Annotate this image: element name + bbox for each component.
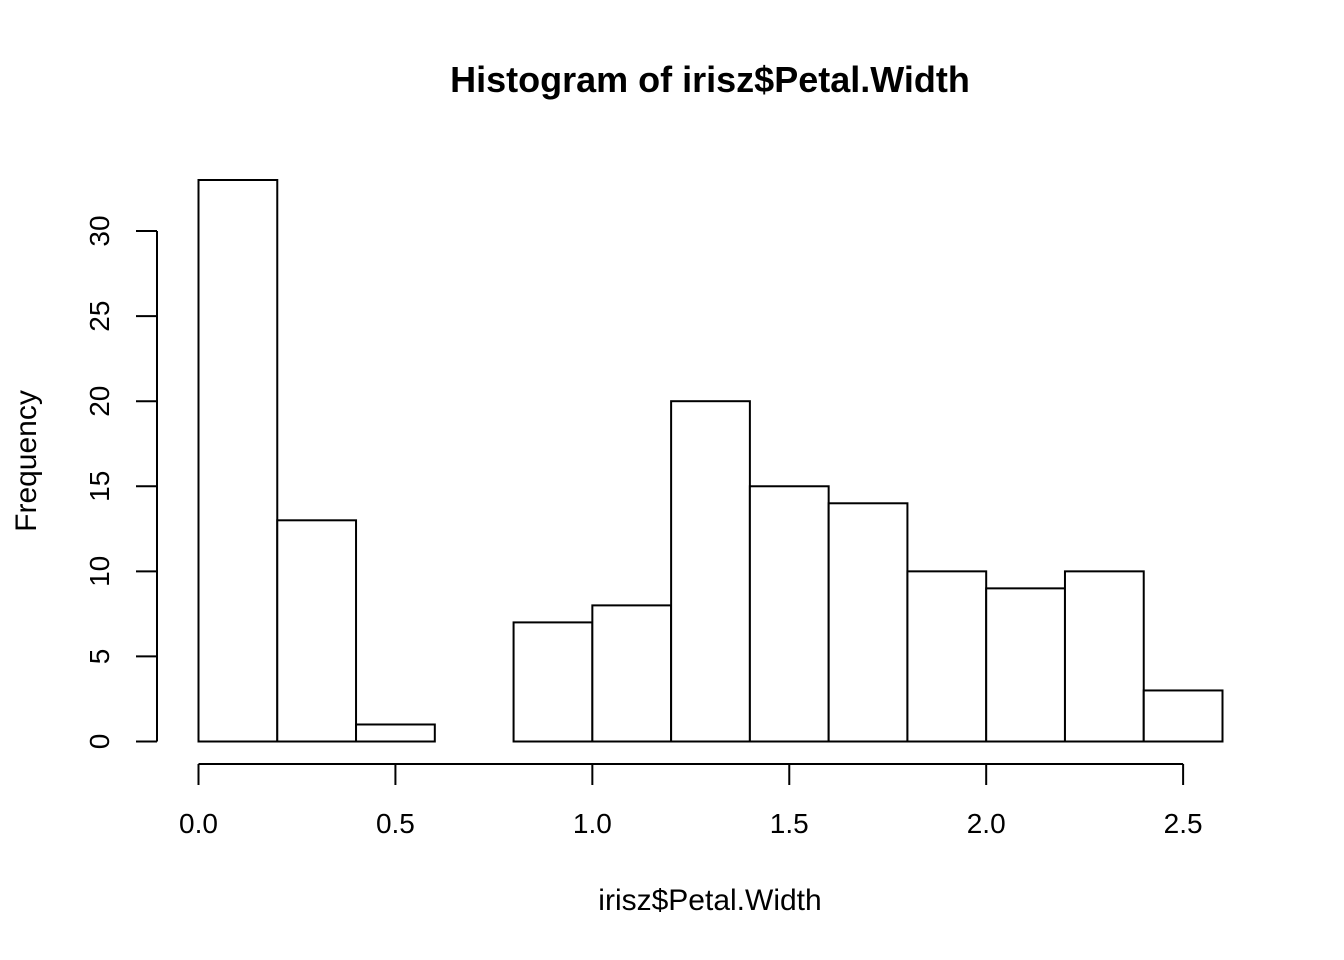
x-tick-label: 1.5 — [770, 808, 809, 839]
y-tick-label: 25 — [84, 301, 115, 332]
y-axis-label: Frequency — [10, 390, 43, 532]
histogram-bar — [355, 723, 436, 743]
x-tick-label: 0.0 — [179, 808, 218, 839]
histogram-bar — [985, 587, 1066, 743]
histogram-bar — [827, 502, 909, 743]
x-axis-label: irisz$Petal.Width — [598, 884, 821, 917]
y-tick-label: 10 — [84, 556, 115, 587]
x-tick-label: 1.0 — [573, 808, 612, 839]
histogram-bar — [1063, 570, 1145, 743]
histogram-bar — [197, 179, 279, 743]
histogram-bar — [1142, 689, 1224, 743]
histogram-bar — [276, 519, 358, 743]
y-tick-label: 15 — [84, 471, 115, 502]
histogram-bar — [512, 621, 594, 743]
x-axis: 0.0 0.5 1.0 1.5 2.0 2.5 — [179, 763, 1203, 839]
x-tick-label: 2.0 — [967, 808, 1006, 839]
y-tick-label: 0 — [84, 734, 115, 750]
y-axis: 0 5 10 15 20 25 30 — [84, 215, 158, 750]
chart-title: Histogram of irisz$Petal.Width — [450, 59, 970, 100]
histogram-bar — [591, 604, 673, 743]
histogram-bar — [748, 485, 830, 743]
x-tick-label: 2.5 — [1164, 808, 1203, 839]
histogram-bar — [670, 400, 751, 743]
histogram-bars — [197, 179, 1224, 743]
y-tick-label: 30 — [84, 215, 115, 246]
y-tick-label: 5 — [84, 649, 115, 665]
x-tick-label: 0.5 — [376, 808, 415, 839]
histogram-bar — [906, 570, 988, 743]
y-tick-label: 20 — [84, 386, 115, 417]
